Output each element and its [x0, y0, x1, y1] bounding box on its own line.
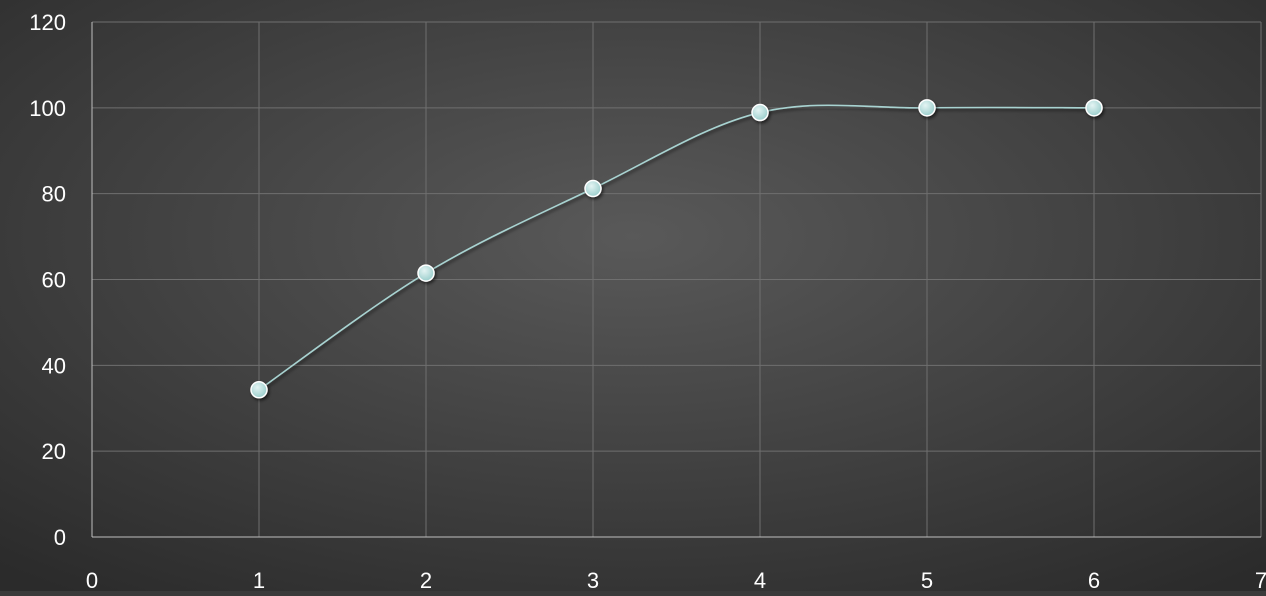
x-tick-label: 2: [420, 568, 432, 591]
y-tick-label: 80: [42, 182, 66, 207]
x-tick-label: 0: [86, 568, 98, 591]
x-tick-label: 3: [587, 568, 599, 591]
x-tick-label: 1: [253, 568, 265, 591]
x-tick-label: 7: [1255, 568, 1266, 591]
x-tick-label: 5: [921, 568, 933, 591]
series-line: [258, 104, 1095, 391]
y-tick-label: 0: [54, 525, 66, 550]
data-point: [751, 103, 769, 122]
y-tick-label: 40: [42, 353, 66, 378]
data-series: [250, 99, 1103, 399]
y-tick-label: 60: [42, 268, 66, 293]
data-point: [918, 99, 936, 117]
axes: [91, 22, 1261, 538]
tick-labels: 0 20 40 60 80 100 120 0 1 2 3 4 5 6 7: [29, 10, 1266, 593]
data-point: [250, 381, 268, 399]
data-point: [1085, 99, 1103, 117]
y-tick-label: 100: [29, 96, 66, 121]
data-point: [584, 179, 602, 198]
data-point: [417, 264, 435, 282]
y-tick-label: 120: [29, 10, 66, 35]
x-tick-label: 4: [754, 568, 766, 591]
x-tick-label: 6: [1088, 568, 1100, 591]
y-tick-label: 20: [42, 439, 66, 464]
